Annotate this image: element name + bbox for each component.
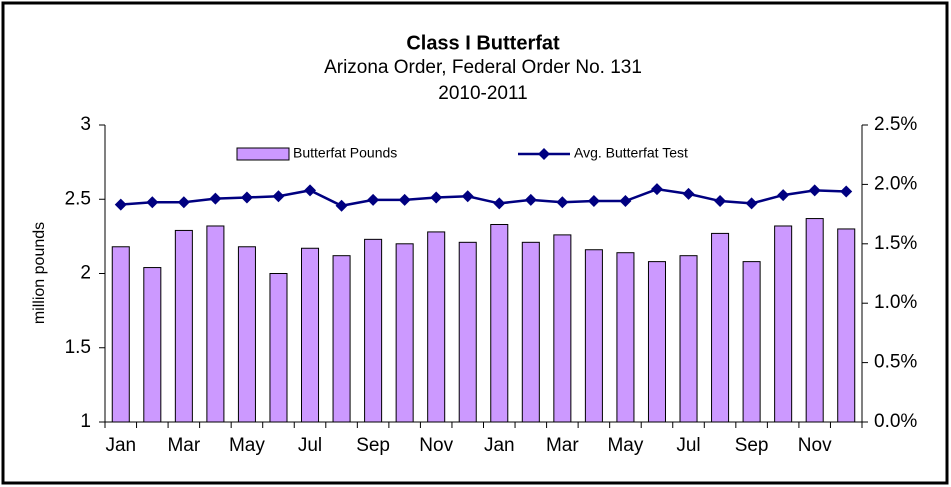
x-tick-label: Sep bbox=[735, 435, 769, 456]
y2-tick-label: 1.0% bbox=[874, 292, 917, 313]
x-tick-label: Nov bbox=[419, 435, 453, 456]
bar bbox=[805, 218, 824, 423]
bar bbox=[269, 273, 288, 423]
bar bbox=[301, 247, 320, 423]
chart-title: Class I Butterfat bbox=[406, 32, 560, 54]
line-marker bbox=[177, 196, 190, 209]
line-marker bbox=[272, 190, 285, 203]
legend-label: Butterfat Pounds bbox=[293, 145, 397, 161]
line-marker bbox=[777, 189, 790, 202]
x-tick-label: Jan bbox=[105, 435, 136, 456]
chart-subtitle: 2010-2011 bbox=[438, 83, 527, 104]
line-marker bbox=[745, 197, 758, 210]
y2-tick-label: 2.0% bbox=[874, 173, 917, 194]
line-marker bbox=[493, 197, 506, 210]
bar bbox=[111, 246, 130, 423]
line-marker bbox=[146, 196, 159, 209]
bar bbox=[490, 223, 509, 423]
legend-swatch bbox=[236, 147, 290, 161]
line-marker bbox=[430, 191, 443, 204]
bar bbox=[237, 246, 256, 423]
line-marker bbox=[556, 196, 569, 209]
bar bbox=[143, 267, 162, 423]
legend-marker bbox=[538, 148, 550, 160]
line-marker bbox=[587, 195, 600, 208]
y-tick-label: 1.5 bbox=[65, 337, 91, 358]
bar bbox=[837, 228, 856, 423]
y-tick-label: 1 bbox=[80, 411, 91, 432]
x-tick-label: Jan bbox=[484, 435, 515, 456]
line-marker bbox=[114, 198, 127, 211]
x-tick-label: Mar bbox=[167, 435, 200, 456]
bar bbox=[553, 234, 572, 423]
bar bbox=[616, 252, 635, 423]
line-marker bbox=[240, 191, 253, 204]
line-marker bbox=[808, 184, 821, 197]
bar bbox=[206, 225, 225, 423]
bar bbox=[458, 241, 477, 423]
bar bbox=[742, 261, 761, 423]
legend-label: Avg. Butterfat Test bbox=[574, 145, 688, 161]
line-marker bbox=[714, 195, 727, 208]
line-marker bbox=[335, 199, 348, 212]
line-marker bbox=[209, 192, 222, 205]
line-marker bbox=[304, 184, 317, 197]
line-marker bbox=[398, 193, 411, 206]
y-tick-label: 2 bbox=[80, 263, 91, 284]
y-axis-label: million pounds bbox=[31, 222, 48, 324]
x-tick-label: Nov bbox=[798, 435, 832, 456]
y2-tick-label: 0.0% bbox=[874, 411, 917, 432]
bar bbox=[427, 231, 446, 423]
line-marker bbox=[619, 195, 632, 208]
y2-tick-label: 0.5% bbox=[874, 352, 917, 373]
x-tick-label: Jul bbox=[298, 435, 322, 456]
bar bbox=[364, 238, 383, 423]
bar bbox=[395, 243, 414, 423]
line-marker bbox=[682, 187, 695, 200]
y-tick-label: 2.5 bbox=[65, 188, 91, 209]
bar bbox=[174, 229, 193, 423]
line-marker bbox=[461, 190, 474, 203]
bar bbox=[332, 255, 351, 423]
y2-tick-label: 2.5% bbox=[874, 114, 917, 135]
x-tick-label: Mar bbox=[546, 435, 579, 456]
x-tick-label: Sep bbox=[356, 435, 390, 456]
y-tick-label: 3 bbox=[80, 114, 91, 135]
line-marker bbox=[524, 193, 537, 206]
line-marker bbox=[650, 183, 663, 196]
line-marker bbox=[840, 185, 853, 198]
bar bbox=[679, 255, 698, 423]
chart-subtitle: Arizona Order, Federal Order No. 131 bbox=[324, 57, 642, 78]
bar bbox=[774, 225, 793, 423]
x-tick-label: May bbox=[607, 435, 643, 456]
x-tick-label: May bbox=[229, 435, 265, 456]
bar bbox=[521, 241, 540, 423]
line-marker bbox=[367, 193, 380, 206]
y2-tick-label: 1.5% bbox=[874, 233, 917, 254]
x-tick-label: Jul bbox=[676, 435, 700, 456]
bar bbox=[711, 232, 730, 423]
bar bbox=[647, 261, 666, 423]
bar bbox=[584, 249, 603, 423]
